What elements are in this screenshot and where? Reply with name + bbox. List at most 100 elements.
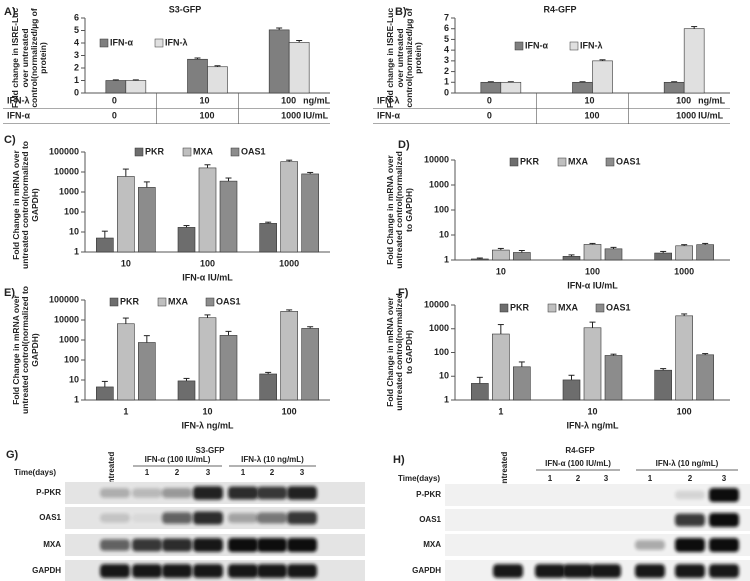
y-tick-label: 1 [74,246,79,256]
blot-band [193,564,223,578]
error-bar [568,374,575,380]
table-cell: 1000 [281,110,301,120]
error-bar [518,361,525,367]
blot-band [193,486,223,500]
legend-label: IFN-α [110,37,133,47]
legend-label: PKR [145,146,165,156]
y-tick-label: 1 [74,75,79,85]
bar [96,237,114,253]
y-tick-label: 2 [444,66,449,76]
chart-title: R4-GFP [543,4,576,14]
panel-label: C) [4,134,16,146]
error-bar [568,254,575,257]
panel-label: A) [4,6,16,18]
x-axis-label: IFN-λ ng/mL [567,420,619,430]
panel-label: H) [393,454,405,466]
table-unit: IU/mL [698,110,724,120]
x-tick-label: 10 [587,406,597,416]
time-label: Time(days) [398,474,440,483]
blot-band [100,488,130,498]
table-cell: 100 [281,95,296,105]
blot-band [563,564,593,578]
bar [562,256,581,261]
y-tick-label: 100 [64,354,79,364]
blot-band [100,539,130,551]
legend-label: OAS1 [616,156,641,166]
blot-band [635,564,665,578]
y-tick-label: 10000 [424,154,449,164]
error-bar [307,326,314,329]
panel-label: G) [6,449,19,461]
blot-row-label: P-PKR [36,488,61,497]
error-bar [476,257,483,259]
legend-label: OAS1 [241,146,266,156]
y-tick-label: 10000 [54,166,79,176]
y-tick-label: 0 [444,87,449,97]
legend-swatch [205,297,215,307]
legend-swatch [182,147,192,157]
table-cell: 10 [200,95,210,105]
error-bar [265,221,272,224]
y-tick-label: 1000 [429,323,449,333]
error-bar [143,335,150,343]
legend-swatch [154,38,164,48]
table-cell: 1000 [676,110,696,120]
blot-band [535,564,565,578]
error-bar [101,380,108,387]
bar [562,379,581,401]
bar [125,80,147,94]
untreated-label: untreated [107,452,116,489]
table-cell: 100 [676,95,691,105]
legend-swatch [569,41,579,51]
y-tick-label: 7 [444,12,449,22]
error-bar [112,79,119,81]
table-cell: 100 [200,110,215,120]
bar [654,252,672,261]
x-tick-label: 100 [677,406,692,416]
y-tick-label: 100 [434,204,449,214]
blot-band [709,513,739,527]
time-point: 2 [270,468,275,477]
blot-band [162,538,192,552]
legend-swatch [557,157,567,167]
bar [513,252,531,261]
error-bar [276,27,283,30]
error-bar [194,57,201,60]
error-bar [296,40,303,43]
error-bar [660,250,667,254]
x-tick-label: 10 [121,258,131,268]
legend-label: PKR [510,302,530,312]
y-tick-label: 10 [69,374,79,384]
bar [117,176,135,253]
error-bar [183,377,190,381]
bar [301,173,319,253]
error-bar [681,313,688,316]
bar [268,29,290,94]
bar [187,58,208,94]
bar [280,311,298,401]
bar [663,81,685,94]
blot-band [675,490,705,500]
panel-label: E) [4,287,15,299]
y-tick-label: 0 [74,87,79,97]
y-tick-label: 4 [444,45,449,55]
legend-label: IFN-λ [165,37,188,47]
legend-label: OAS1 [216,296,241,306]
group-label: IFN-α (100 IU/mL) [145,455,211,464]
legend-label: MXA [558,302,579,312]
blot-row-label: MXA [43,540,61,549]
table-cell: 0 [487,95,492,105]
blot-band [635,540,665,550]
time-point: 1 [145,468,150,477]
blot-row-label: MXA [423,540,441,549]
group-label: IFN-λ (10 ng/mL) [656,459,719,468]
error-bar [497,324,504,335]
panel-label: B) [395,6,407,18]
y-tick-label: 1 [444,394,449,404]
y-tick-label: 10000 [424,299,449,309]
bar [572,81,593,94]
y-tick-label: 10 [69,226,79,236]
bar [259,223,277,253]
error-bar [204,314,211,318]
